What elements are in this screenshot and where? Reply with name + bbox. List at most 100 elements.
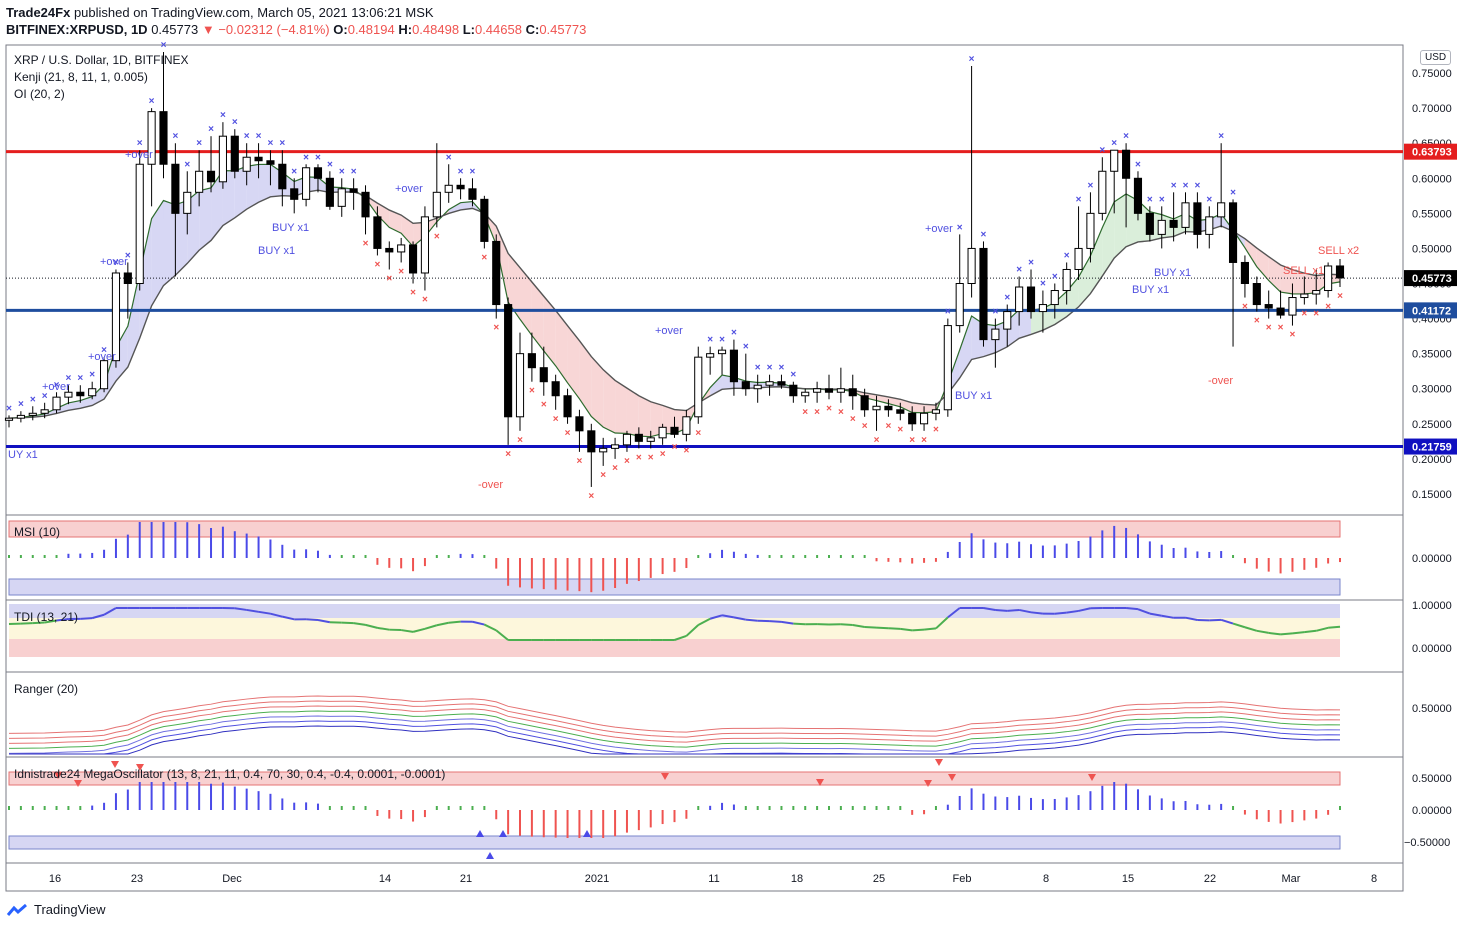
candle-body bbox=[717, 349, 727, 355]
ma-cloud-segment bbox=[1304, 273, 1317, 294]
down-arrow-icon: ▼ bbox=[201, 22, 215, 37]
legend-kenji[interactable]: Kenji (21, 8, 11, 1, 0.005) bbox=[14, 70, 148, 84]
ma-cloud-segment bbox=[1292, 269, 1305, 294]
legend-msi[interactable]: MSI (10) bbox=[14, 525, 61, 539]
candle-body bbox=[527, 353, 536, 369]
candle-body bbox=[373, 216, 382, 249]
candle-body bbox=[979, 247, 988, 341]
candle-body bbox=[1324, 265, 1333, 292]
candle-body bbox=[480, 198, 489, 242]
y-tick-label: 0.30000 bbox=[1412, 384, 1452, 396]
candle-body bbox=[967, 247, 976, 285]
tdi-line-segment bbox=[258, 610, 271, 615]
tdi-line-segment bbox=[733, 616, 746, 621]
tdi-line-segment bbox=[1018, 608, 1032, 614]
candle-body bbox=[563, 395, 572, 418]
candle-body bbox=[1193, 202, 1202, 235]
buy-signal-marker: × bbox=[1218, 131, 1224, 142]
buy-signal-marker: × bbox=[208, 124, 214, 135]
ranger-line bbox=[8, 705, 1341, 744]
candle-body bbox=[444, 184, 453, 193]
tdi-line-segment bbox=[912, 628, 925, 632]
tdi-line-segment bbox=[1268, 631, 1281, 636]
sell-signal-marker: × bbox=[565, 428, 571, 439]
candle-body bbox=[599, 447, 608, 453]
candle-body bbox=[230, 135, 239, 172]
tdi-line-segment bbox=[1125, 607, 1139, 611]
candle-body bbox=[943, 325, 952, 411]
sell-signal-marker: × bbox=[1325, 302, 1331, 313]
buy-signal-marker: × bbox=[1171, 180, 1177, 191]
y-tick-label: 0.70000 bbox=[1412, 103, 1452, 115]
legend-ranger[interactable]: Ranger (20) bbox=[14, 682, 79, 696]
buy-signal-marker: × bbox=[184, 159, 190, 170]
sell-signal-marker: × bbox=[921, 435, 927, 446]
ma-cloud-segment bbox=[1066, 277, 1079, 317]
ranger-line bbox=[8, 710, 1341, 749]
candle-body bbox=[646, 437, 655, 442]
tdi-line-segment bbox=[32, 621, 45, 625]
y-tick-label: 0.75000 bbox=[1412, 68, 1452, 80]
buy-signal-marker: × bbox=[981, 229, 987, 240]
candle-body bbox=[52, 396, 61, 411]
tdi-y-tick: 1.00000 bbox=[1412, 600, 1452, 612]
candle-body bbox=[147, 111, 156, 165]
sell-triangle-icon bbox=[661, 773, 669, 780]
candle-body bbox=[349, 188, 358, 193]
sell-signal-marker: × bbox=[838, 407, 844, 418]
buy-signal-marker: × bbox=[351, 166, 357, 177]
tdi-line-segment bbox=[888, 627, 901, 630]
ma-cloud-segment bbox=[531, 282, 544, 351]
close-label: C: bbox=[525, 22, 540, 37]
legend-tdi[interactable]: TDI (13, 21) bbox=[14, 610, 79, 624]
sell-signal-marker: × bbox=[862, 421, 868, 432]
tdi-line-segment bbox=[1232, 622, 1246, 629]
candle-body bbox=[670, 426, 679, 435]
tdi-line-segment bbox=[472, 620, 485, 626]
footer-brand[interactable]: TradingView bbox=[6, 902, 106, 917]
tdi-line-segment bbox=[1078, 607, 1091, 612]
sell-signal-marker: × bbox=[660, 449, 666, 460]
tdi-line-segment bbox=[436, 621, 449, 627]
buy-signal-marker: × bbox=[172, 131, 178, 142]
candle-body bbox=[1003, 311, 1012, 330]
buy-signal-marker: × bbox=[743, 342, 749, 353]
candle-body bbox=[896, 409, 905, 414]
low-label: L: bbox=[462, 22, 475, 37]
ranger-line bbox=[9, 725, 1341, 755]
legend-mega[interactable]: Idnistrade24 MegaOscillator (13, 8, 21, … bbox=[14, 767, 446, 781]
buy-signal-marker: × bbox=[1040, 279, 1046, 290]
tdi-line-segment bbox=[282, 615, 295, 621]
candle-body bbox=[777, 381, 786, 386]
candle-body bbox=[884, 405, 893, 411]
x-tick-label: Mar bbox=[1282, 873, 1301, 885]
legend-title[interactable]: XRP / U.S. Dollar, 1D, BITFINEX bbox=[14, 53, 189, 67]
buy-signal-marker: × bbox=[1206, 194, 1212, 205]
sell-signal-marker: × bbox=[529, 386, 535, 397]
candle-body bbox=[290, 188, 299, 200]
candle-body bbox=[908, 412, 917, 425]
sell-signal-marker: × bbox=[1266, 323, 1272, 334]
y-tick-label: 0.55000 bbox=[1412, 208, 1452, 220]
sell-signal-marker: × bbox=[577, 456, 583, 467]
signal-annotation: +over bbox=[88, 351, 116, 363]
tdi-line-segment bbox=[317, 619, 331, 624]
candle-body bbox=[729, 349, 738, 383]
y-tick-label: 0.50000 bbox=[1412, 243, 1452, 255]
tdi-line-segment bbox=[769, 620, 782, 623]
x-tick-label: 14 bbox=[379, 873, 391, 885]
sell-signal-marker: × bbox=[648, 452, 654, 463]
y-tick-label: 0.60000 bbox=[1412, 173, 1452, 185]
tdi-line-segment bbox=[1066, 609, 1079, 614]
currency-badge[interactable]: USD bbox=[1420, 50, 1452, 65]
tdi-line-segment bbox=[947, 607, 961, 619]
tdi-line-segment bbox=[401, 629, 414, 633]
legend-oi[interactable]: OI (20, 2) bbox=[14, 87, 65, 101]
x-tick-label: Feb bbox=[953, 873, 972, 885]
candle-body bbox=[111, 272, 121, 362]
tdi-line-segment bbox=[721, 614, 735, 619]
published-text: published on TradingView.com, March 05, … bbox=[73, 5, 434, 20]
ranger-y-tick: 0.50000 bbox=[1412, 703, 1452, 715]
x-tick-label: 18 bbox=[791, 873, 803, 885]
